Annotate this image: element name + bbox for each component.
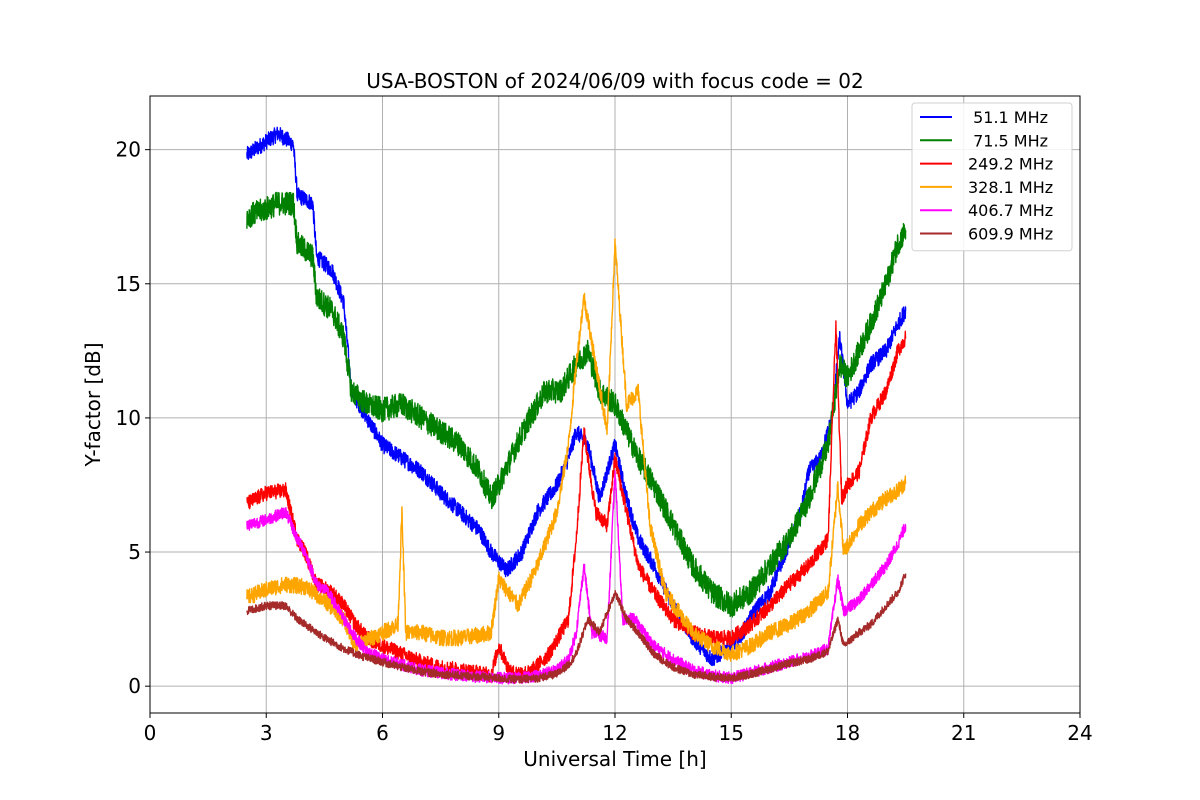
legend-label: 51.1 MHz: [968, 108, 1048, 127]
x-tick-label: 12: [602, 721, 627, 745]
y-tick-label: 10: [116, 406, 141, 430]
x-tick-label: 6: [376, 721, 389, 745]
plot-lines: [246, 126, 907, 685]
x-tick-label: 18: [835, 721, 860, 745]
x-axis-ticks: 0 3 6 9 12 15 18 21 24: [144, 713, 1093, 745]
legend-label: 249.2 MHz: [968, 155, 1053, 174]
x-tick-label: 15: [719, 721, 744, 745]
x-tick-label: 0: [144, 721, 157, 745]
legend: 51.1 MHz 71.5 MHz 249.2 MHz 328.1 MHz 406.7…: [911, 102, 1073, 252]
series-line-5: [246, 573, 907, 684]
x-tick-label: 24: [1067, 721, 1092, 745]
y-tick-label: 20: [116, 138, 141, 162]
x-axis-label: Universal Time [h]: [523, 747, 706, 771]
series-line-2: [246, 320, 907, 683]
legend-label: 328.1 MHz: [968, 178, 1053, 197]
legend-label: 609.9 MHz: [968, 225, 1053, 244]
x-tick-label: 9: [492, 721, 505, 745]
y-tick-label: 0: [128, 674, 141, 698]
x-tick-label: 3: [260, 721, 273, 745]
y-tick-label: 5: [128, 540, 141, 564]
legend-label: 406.7 MHz: [968, 201, 1053, 220]
y-axis-label: Y-factor [dB]: [81, 342, 105, 467]
legend-label: 71.5 MHz: [968, 131, 1048, 150]
y-axis-ticks: 0 5 10 15 20: [116, 138, 150, 698]
chart-title: USA-BOSTON of 2024/06/09 with focus code…: [366, 69, 863, 93]
x-tick-label: 21: [951, 721, 976, 745]
y-tick-label: 15: [116, 272, 141, 296]
